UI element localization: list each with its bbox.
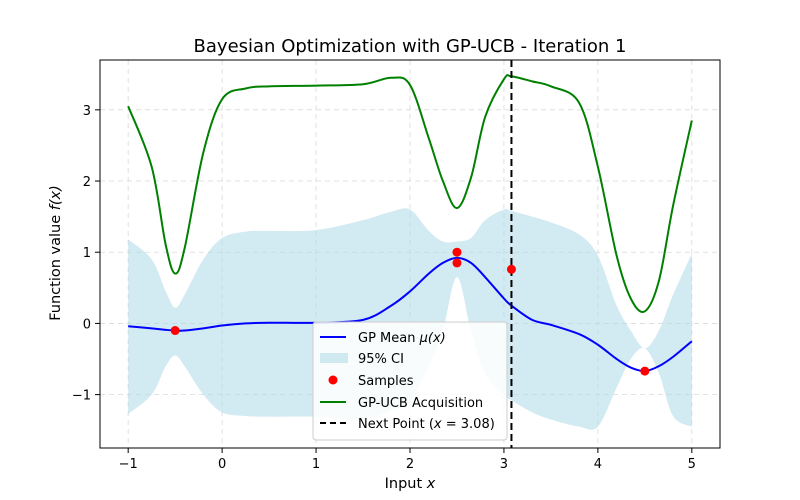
sample-point <box>452 258 462 268</box>
y-tick-label: 3 <box>83 104 91 119</box>
legend-label-ci: 95% CI <box>358 352 404 367</box>
legend-label-next-rest: = 3.08) <box>442 417 495 432</box>
mean-line <box>128 256 693 373</box>
ci-band <box>128 208 692 430</box>
legend-label-samples: Samples <box>358 374 414 389</box>
sample-point <box>452 247 462 257</box>
sample-point <box>170 326 180 336</box>
legend-label-next-text: Next Point ( <box>358 417 434 432</box>
sample-point <box>640 366 650 376</box>
legend-label-mean: GP Mean μ(x) <box>358 331 446 346</box>
legend-box <box>312 321 508 441</box>
x-tick-label: 1 <box>312 457 320 472</box>
legend: GP Mean μ(x) 95% CI Samples GP-UCB Acqui… <box>312 321 508 441</box>
y-tick-label: 0 <box>83 317 91 332</box>
legend-label-ucb: GP-UCB Acquisition <box>358 396 483 411</box>
axes: −1 0 1 2 3 4 5 −1 0 1 2 3 <box>72 59 721 472</box>
x-tick-label: 2 <box>406 457 414 472</box>
legend-label-next: Next Point (x = 3.08) <box>358 417 495 432</box>
legend-label-mean-var: μ(x) <box>419 331 446 346</box>
x-tick-label: −1 <box>119 457 138 472</box>
y-axis-label-text: Function value <box>48 210 64 321</box>
y-tick-label: 2 <box>83 175 91 190</box>
x-axis-label-var: x <box>426 476 436 492</box>
x-tick-label: 5 <box>688 457 696 472</box>
legend-swatch-samples <box>328 375 338 385</box>
legend-label-next-var: x <box>433 417 442 432</box>
chart-title: Bayesian Optimization with GP-UCB - Iter… <box>194 36 627 57</box>
x-axis-label: Input x <box>385 476 436 492</box>
y-axis-label-var: f(x) <box>48 185 64 210</box>
legend-swatch-ci <box>320 353 348 363</box>
y-tick-label: 1 <box>83 246 91 261</box>
sample-point <box>506 264 516 274</box>
y-tick-label: −1 <box>72 389 91 404</box>
y-axis-label: Function value f(x) <box>48 185 64 321</box>
x-tick-label: 3 <box>500 457 508 472</box>
x-axis-label-text: Input <box>385 476 427 492</box>
ucb-line <box>127 74 693 313</box>
legend-label-mean-text: GP Mean <box>358 331 420 346</box>
x-tick-label: 4 <box>594 457 602 472</box>
x-tick-label: 0 <box>218 457 226 472</box>
plot-area <box>127 60 693 448</box>
